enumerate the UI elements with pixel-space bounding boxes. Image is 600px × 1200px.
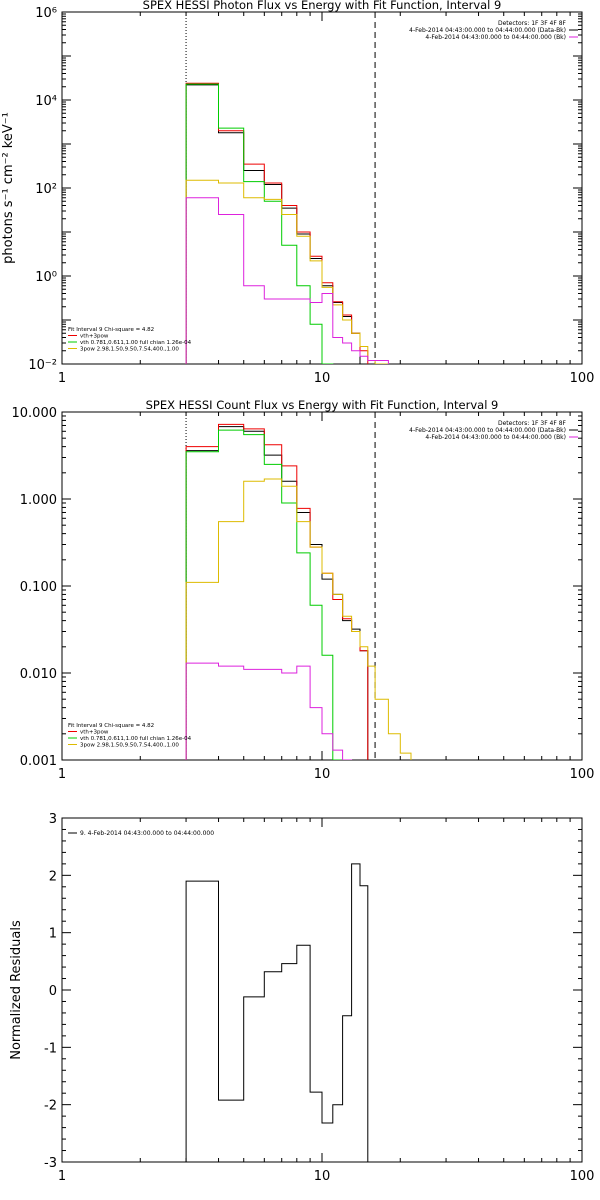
y-tick-label: -1 (44, 1041, 57, 1056)
x-tick-label: 1 (58, 371, 66, 386)
x-tick-label: 10 (314, 371, 331, 386)
legend-left-text: 3pow 2.98,1.50,9.50,7.54,400.,1.00 (80, 743, 179, 749)
series-line (185, 82, 369, 364)
y-tick-label: 10⁻² (28, 358, 57, 373)
series-line (185, 662, 353, 760)
x-tick-label: 100 (570, 767, 595, 782)
y-tick-label: 10⁶ (35, 6, 57, 21)
legend-right-text: 4-Feb-2014 04:43:00.000 to 04:44:00.000 … (409, 427, 566, 434)
y-tick-label: 0.010 (20, 667, 57, 682)
legend-left-text: vth+3pow (80, 730, 109, 736)
y-tick-label: 0.001 (20, 754, 57, 769)
series-group (185, 82, 389, 364)
legend-left-text: vth 0.781,0.611,1.00 full chian 1.26e-04 (80, 340, 192, 346)
y-tick-label: 10.000 (12, 406, 58, 421)
legend-right-text: 4-Feb-2014 04:43:00.000 to 04:44:00.000 … (425, 34, 566, 41)
legend-left-text: Fit Interval 9 Chi-square = 4.82 (68, 327, 154, 333)
series-line (185, 478, 412, 760)
plot-frame (61, 11, 583, 365)
chart-title: SPEX HESSI Count Flux vs Energy with Fit… (146, 398, 499, 412)
series-line (185, 429, 344, 760)
y-tick-label: 1 (49, 927, 57, 942)
y-tick-label: 2 (49, 869, 57, 884)
series-line (185, 84, 361, 364)
y-axis-label: Normalized Residuals (9, 920, 24, 1060)
y-tick-label: 1.000 (20, 493, 57, 508)
legend-left-text: vth 0.781,0.611,1.00 full chian 1.26e-04 (80, 736, 192, 742)
series-group (185, 863, 376, 1162)
legend-left-text: 9. 4-Feb-2014 04:43:00.000 to 04:44:00.0… (80, 830, 214, 837)
legend-left-text: 3pow 2.98,1.50,9.50,7.54,400.,1.00 (80, 347, 179, 353)
y-tick-label: 10² (35, 182, 57, 197)
legend-right-text: Detectors: 1F 3F 4F 8F (498, 420, 567, 427)
legend-right-text: 4-Feb-2014 04:43:00.000 to 04:44:00.000 … (409, 27, 566, 34)
legend-right-text: 4-Feb-2014 04:43:00.000 to 04:44:00.000 … (425, 434, 566, 441)
y-tick-label: 10⁰ (35, 270, 57, 285)
legend-left-text: Fit Interval 9 Chi-square = 4.82 (68, 723, 154, 729)
series-line (185, 426, 369, 760)
y-tick-label: 0 (49, 984, 57, 999)
y-tick-label: -2 (44, 1099, 57, 1114)
series-group (185, 423, 412, 760)
y-tick-label: -3 (44, 1156, 57, 1171)
x-tick-label: 1 (58, 1169, 66, 1184)
y-tick-label: 3 (49, 812, 57, 827)
y-tick-label: 10⁴ (35, 94, 57, 109)
panel-photon: SPEX HESSI Photon Flux vs Energy with Fi… (1, 0, 594, 386)
x-tick-label: 1 (58, 767, 66, 782)
legend-right-text: Detectors: 1F 3F 4F 8F (498, 20, 567, 27)
x-tick-label: 10 (314, 1169, 331, 1184)
legend-left-text: vth+3pow (80, 334, 109, 340)
x-tick-label: 100 (570, 1169, 595, 1184)
series-line (185, 863, 376, 1162)
y-axis-label: photons s⁻¹ cm⁻² keV⁻¹ (1, 112, 16, 264)
panel-count: SPEX HESSI Count Flux vs Energy with Fit… (12, 398, 595, 782)
y-tick-label: 0.100 (20, 580, 57, 595)
x-tick-label: 10 (314, 767, 331, 782)
series-line (185, 197, 389, 364)
chart-title: SPEX HESSI Photon Flux vs Energy with Fi… (143, 0, 502, 12)
panel-resid: 1 10 100 -3 -2 -1 0 1 2 3 Normalized Residuals 9. 4… (9, 812, 594, 1184)
x-tick-label: 100 (570, 371, 595, 386)
series-line (185, 83, 334, 364)
series-line (185, 179, 389, 364)
